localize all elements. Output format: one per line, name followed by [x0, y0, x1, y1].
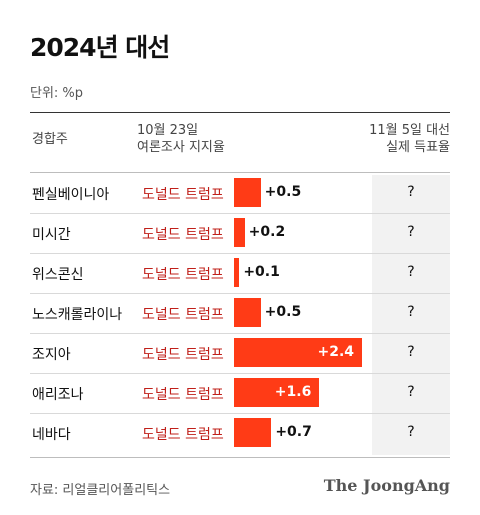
table-row: 조지아 도널드 트럼프 +2.4?: [0, 333, 480, 373]
brand-logo: The JoongAng: [323, 476, 450, 495]
leader-label: 도널드 트럼프: [142, 387, 224, 403]
value-label: +0.5: [264, 184, 302, 200]
column-header-poll: 10월 23일 여론조사 지지율: [137, 122, 225, 156]
chart-title: 2024년 대선: [30, 33, 170, 62]
table-row: 위스콘신 도널드 트럼프 +0.1?: [0, 253, 480, 293]
table-row: 펜실베이니아 도널드 트럼프 +0.5?: [0, 173, 480, 213]
table-row: 노스캐롤라이나 도널드 트럼프 +0.5?: [0, 293, 480, 333]
leader-label: 도널드 트럼프: [142, 227, 224, 243]
row-divider: [30, 253, 450, 254]
footer-rule: [30, 457, 450, 458]
table-row: 네바다 도널드 트럼프 +0.7?: [0, 413, 480, 453]
state-label: 펜실베이니아: [32, 187, 110, 203]
row-divider: [30, 213, 450, 214]
column-header-result-date: 11월 5일 대선: [369, 123, 450, 138]
header-top-rule: [30, 112, 450, 113]
state-label: 노스캐롤라이나: [32, 307, 123, 323]
row-divider: [30, 333, 450, 334]
row-divider: [30, 413, 450, 414]
column-header-state: 경합주: [32, 132, 68, 147]
bar: [234, 178, 261, 207]
result-value: ?: [407, 424, 415, 440]
leader-label: 도널드 트럼프: [142, 307, 224, 323]
value-label: +0.1: [243, 264, 280, 280]
row-divider: [30, 293, 450, 294]
value-label: +0.7: [275, 424, 312, 440]
leader-label: 도널드 트럼프: [142, 427, 224, 443]
value-label: +1.6: [274, 384, 312, 400]
column-header-poll-label: 여론조사 지지율: [137, 140, 225, 155]
state-label: 위스콘신: [32, 267, 84, 283]
bar: [234, 418, 272, 447]
bar: [234, 218, 245, 247]
state-label: 조지아: [32, 347, 71, 363]
result-value: ?: [407, 224, 415, 240]
state-label: 네바다: [32, 427, 71, 443]
result-value: ?: [407, 344, 415, 360]
result-value: ?: [407, 264, 415, 280]
leader-label: 도널드 트럼프: [142, 347, 224, 363]
state-label: 미시간: [32, 227, 71, 243]
value-label: +0.5: [264, 304, 302, 320]
bar: [234, 258, 240, 287]
table-row: 애리조나 도널드 트럼프 +1.6?: [0, 373, 480, 413]
header-bottom-rule: [30, 172, 450, 173]
result-column-background: [372, 175, 450, 455]
bar: [234, 378, 320, 407]
value-label: +2.4: [317, 344, 354, 360]
row-divider: [30, 373, 450, 374]
leader-label: 도널드 트럼프: [142, 267, 224, 283]
column-header-poll-date: 10월 23일: [137, 123, 199, 138]
result-value: ?: [407, 384, 415, 400]
result-value: ?: [407, 304, 415, 320]
result-value: ?: [407, 184, 415, 200]
bar: [234, 298, 261, 327]
column-header-result: 11월 5일 대선 실제 득표율: [369, 122, 450, 156]
unit-label: 단위: %p: [30, 86, 84, 101]
value-label: +0.2: [248, 224, 286, 240]
leader-label: 도널드 트럼프: [142, 187, 224, 203]
table-row: 미시간 도널드 트럼프 +0.2?: [0, 213, 480, 253]
column-header-result-label: 실제 득표율: [386, 140, 450, 155]
source-label: 자료: 리얼클리어폴리틱스: [30, 483, 171, 498]
state-label: 애리조나: [32, 387, 84, 403]
bar: [234, 338, 362, 367]
